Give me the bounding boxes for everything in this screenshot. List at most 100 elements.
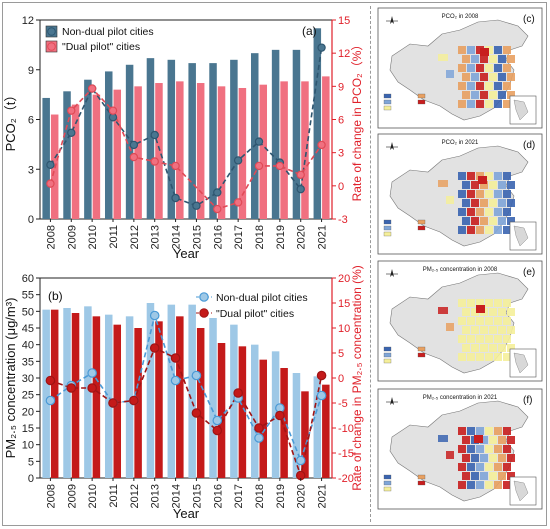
a-point-dual-2014 bbox=[171, 161, 180, 171]
a-xtick-label-2017: 2017 bbox=[233, 225, 245, 249]
map-region-cell bbox=[476, 317, 484, 325]
map-region-cell bbox=[446, 451, 454, 459]
b-ytick-right-label: 5 bbox=[338, 348, 344, 360]
a-point-nondual-2018 bbox=[254, 137, 264, 146]
b-bar-nondual-2011 bbox=[104, 314, 113, 478]
chart-a-lines bbox=[46, 43, 326, 214]
map-region-cell bbox=[480, 217, 488, 225]
map-region-cell bbox=[446, 196, 454, 204]
map-region-cell bbox=[467, 335, 475, 343]
map-region-cell bbox=[458, 335, 466, 343]
a-ytick-right-label: 15 bbox=[338, 15, 350, 27]
a-bar-dual-2020 bbox=[301, 81, 309, 219]
map-region-cell bbox=[446, 323, 454, 331]
map-region-cell bbox=[480, 91, 488, 99]
a-point-dual-2008 bbox=[46, 179, 55, 188]
map-legend-swatch bbox=[383, 225, 392, 231]
map-region-cell bbox=[485, 299, 493, 307]
chart-b-legend-label-nondual: Non-dual pilot cities bbox=[216, 292, 308, 304]
b-point-dual-2016 bbox=[212, 425, 223, 436]
a-xtick-label-2014: 2014 bbox=[171, 225, 183, 249]
b-point-nondual-2015 bbox=[191, 370, 202, 381]
map-region-cell bbox=[480, 55, 488, 63]
map-region-cell bbox=[498, 454, 506, 462]
map-region-cell bbox=[476, 226, 484, 234]
map-region-cell bbox=[485, 317, 493, 325]
chart-b-right-ticks: -20 -15 -10 -5 0 5 10 15 20 bbox=[331, 273, 354, 485]
map-region-cell bbox=[485, 445, 493, 453]
b-ytick-label: 30 bbox=[22, 373, 34, 385]
a-point-nondual-2014 bbox=[171, 193, 180, 203]
b-point-nondual-2010 bbox=[87, 368, 97, 378]
a-bar-nondual-2013 bbox=[146, 58, 155, 220]
map-region-cell bbox=[503, 82, 511, 90]
chart-a-ylabel-right: Rate of change in PCO₂（%） bbox=[350, 39, 364, 202]
a-xtick-label-2018: 2018 bbox=[254, 225, 266, 249]
map-region-cell bbox=[480, 73, 488, 81]
b-bar-dual-2014 bbox=[176, 316, 184, 478]
b-ytick-label: 20 bbox=[22, 406, 34, 418]
chart-a-legend: Non-dual pilot cities "Dual pilot" citie… bbox=[45, 25, 154, 53]
a-xtick-label-2020: 2020 bbox=[296, 225, 308, 249]
map-region-cell bbox=[471, 326, 479, 334]
map-panel-label: (d) bbox=[523, 140, 535, 151]
map-region-cell bbox=[507, 217, 515, 225]
map-hotspot bbox=[474, 435, 483, 443]
b-bar-dual-2021 bbox=[322, 384, 330, 478]
map-region-cell bbox=[438, 54, 448, 61]
map-region-cell bbox=[485, 481, 493, 489]
b-point-nondual-2008 bbox=[45, 395, 56, 406]
a-ytick-right-label: 12 bbox=[338, 48, 350, 60]
map-region-cell bbox=[503, 226, 511, 234]
map-region-cell bbox=[467, 82, 475, 90]
b-point-dual-2021 bbox=[316, 370, 327, 381]
map-region-cell bbox=[467, 481, 475, 489]
map-region-cell bbox=[494, 190, 502, 198]
map-region-cell bbox=[458, 463, 466, 471]
map-title: PM₂.₅ concentration in 2008 bbox=[423, 267, 498, 273]
b-ytick-label: 15 bbox=[22, 423, 34, 435]
map-legend bbox=[383, 474, 426, 492]
map-region-cell bbox=[462, 472, 470, 480]
map-region-cell bbox=[489, 199, 497, 207]
chart-a-legend-marker-nondual bbox=[47, 27, 56, 36]
a-point-nondual-2017 bbox=[233, 156, 243, 165]
chart-a-legend-label-dual: "Dual pilot" cities bbox=[62, 41, 140, 53]
a-ytick-label: 0 bbox=[28, 214, 34, 226]
a-bar-nondual-2012 bbox=[125, 64, 134, 220]
map-legend-swatch bbox=[383, 346, 392, 352]
a-point-dual-2009 bbox=[67, 106, 76, 115]
map-inset-shape bbox=[513, 480, 529, 502]
b-xtick-label-2019: 2019 bbox=[275, 484, 287, 508]
map-legend-swatch bbox=[417, 352, 426, 358]
a-bar-dual-2015 bbox=[196, 83, 205, 220]
chart-b-lines bbox=[45, 310, 327, 481]
b-ytick-right-label: -20 bbox=[338, 473, 354, 485]
b-point-nondual-2014 bbox=[170, 375, 181, 386]
map-legend bbox=[383, 219, 426, 237]
north-arrow-icon bbox=[390, 142, 394, 150]
a-line-nondual bbox=[49, 47, 323, 207]
map-legend-swatch bbox=[383, 219, 392, 225]
map-region-cell bbox=[467, 317, 475, 325]
a-bar-nondual-2009 bbox=[63, 91, 71, 219]
chart-b: 0 5 10 15 20 25 30 35 40 45 50 55 60 -20 -15 -10 -5 0 5 10… bbox=[3, 265, 364, 521]
map-region-cell bbox=[476, 481, 484, 489]
b-ytick-right-label: 20 bbox=[338, 273, 350, 285]
map-legend-swatch bbox=[417, 225, 426, 231]
a-bar-nondual-2011 bbox=[104, 71, 113, 220]
map-region-cell bbox=[467, 463, 475, 471]
map-region-cell bbox=[503, 353, 511, 361]
map-region-cell bbox=[480, 344, 488, 352]
map-legend-swatch bbox=[383, 358, 392, 364]
map-region-cell bbox=[494, 353, 502, 361]
map-region-cell bbox=[485, 427, 493, 435]
map-legend-swatch bbox=[383, 231, 392, 237]
b-bar-nondual-2016 bbox=[209, 318, 217, 478]
a-bar-dual-2011 bbox=[113, 89, 122, 220]
map-region-cell bbox=[476, 64, 484, 72]
map-region-cell bbox=[498, 308, 506, 316]
b-xtick-label-2016: 2016 bbox=[212, 484, 224, 508]
map-region-cell bbox=[489, 326, 497, 334]
